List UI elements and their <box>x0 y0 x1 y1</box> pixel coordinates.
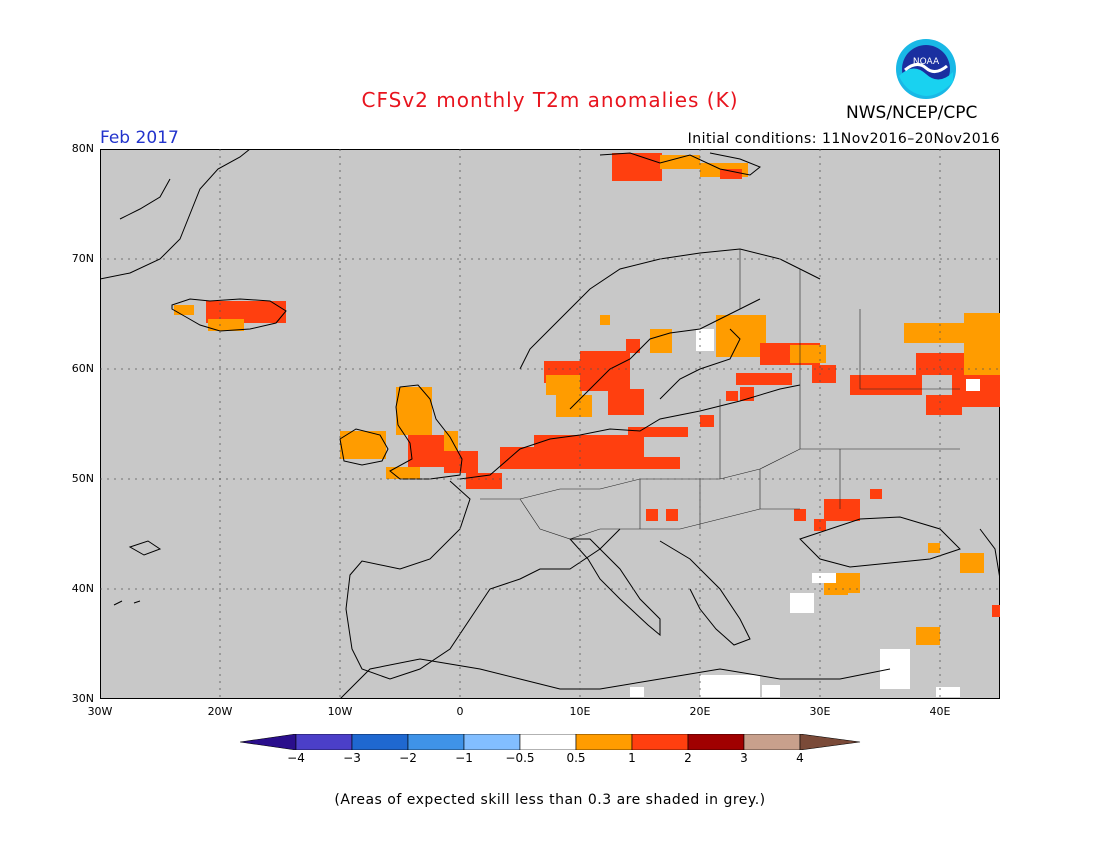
map-panel <box>100 149 1000 699</box>
colorbar-label: −3 <box>343 751 361 765</box>
colorbar-segment <box>687 734 745 750</box>
colorbar-label: −1 <box>455 751 473 765</box>
lat-label: 50N <box>71 472 94 485</box>
lon-label: 30E <box>809 705 831 718</box>
colorbar-segment <box>407 734 465 750</box>
colorbar-segment <box>799 734 861 750</box>
lat-label: 70N <box>71 252 94 265</box>
initial-conditions: Initial conditions: 11Nov2016–20Nov2016 <box>687 131 1000 147</box>
skill-footnote: (Areas of expected skill less than 0.3 a… <box>334 792 766 808</box>
colorbar-segment <box>351 734 409 750</box>
colorbar-label: 3 <box>740 751 748 765</box>
colorbar-label: −0.5 <box>505 751 535 765</box>
colorbar-label: 0.5 <box>566 751 586 765</box>
borders <box>480 249 960 540</box>
lon-label: 20E <box>689 705 711 718</box>
colorbar-segment <box>463 734 521 750</box>
colorbar-segment <box>743 734 801 750</box>
forecast-month: Feb 2017 <box>100 128 179 148</box>
noaa-logo: NOAA <box>895 38 957 100</box>
colorbar-label: 1 <box>628 751 636 765</box>
graticule <box>100 149 1000 699</box>
lat-label: 60N <box>71 362 94 375</box>
colorbar <box>240 734 861 750</box>
lat-label: 30N <box>71 692 94 705</box>
colorbar-label: −4 <box>287 751 305 765</box>
colorbar-label: −2 <box>399 751 417 765</box>
map-title: CFSv2 monthly T2m anomalies (K) <box>361 88 739 112</box>
lon-label: 20W <box>207 705 233 718</box>
lon-label: 10W <box>327 705 353 718</box>
agency-label: NWS/NCEP/CPC <box>846 103 978 123</box>
lat-label: 40N <box>71 582 94 595</box>
svg-text:NOAA: NOAA <box>913 57 940 67</box>
lon-label: 40E <box>929 705 951 718</box>
lon-label: 10E <box>569 705 591 718</box>
lat-label: 80N <box>71 142 94 155</box>
colorbar-label: 2 <box>684 751 692 765</box>
colorbar-segment <box>240 734 297 750</box>
lon-label: 30W <box>87 705 113 718</box>
colorbar-segment <box>631 734 689 750</box>
colorbar-segment <box>519 734 577 750</box>
colorbar-segment <box>295 734 353 750</box>
colorbar-label: 4 <box>796 751 804 765</box>
colorbar-segment <box>575 734 633 750</box>
lon-label: 0 <box>456 705 464 718</box>
